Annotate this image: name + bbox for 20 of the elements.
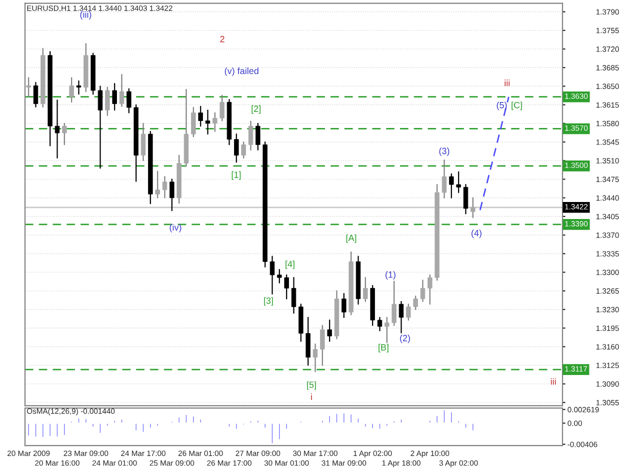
annotation: (iv) bbox=[170, 224, 182, 232]
annotation: (3) bbox=[439, 148, 450, 156]
annotation: [4] bbox=[286, 260, 294, 270]
annotation: (4) bbox=[472, 230, 482, 238]
annotation: iii bbox=[504, 80, 510, 86]
annotation: iii bbox=[550, 378, 556, 385]
annotation: [1] bbox=[232, 171, 241, 180]
annotation: [C] bbox=[512, 102, 522, 110]
annotation: (1) bbox=[386, 271, 396, 280]
annotation: i bbox=[311, 393, 312, 400]
annotation: [2] bbox=[252, 105, 260, 114]
annotation: 2 bbox=[220, 36, 224, 42]
annotation: (v) failed bbox=[224, 67, 258, 76]
annotation: (2) bbox=[400, 334, 410, 344]
annotation: [5] bbox=[307, 381, 316, 390]
annotation: (5) bbox=[496, 102, 507, 110]
annotation: [A] bbox=[346, 234, 356, 243]
annotation: (iii) bbox=[80, 11, 92, 20]
annotation: [B] bbox=[378, 344, 388, 352]
annotation: [3] bbox=[264, 297, 273, 306]
